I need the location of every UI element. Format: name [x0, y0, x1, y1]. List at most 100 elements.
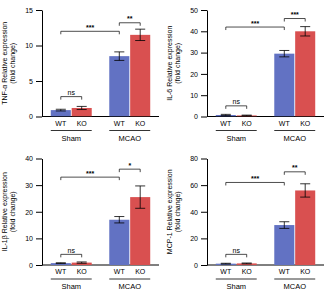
y-tick-label: 5 [29, 78, 33, 85]
error-bar-line [300, 27, 310, 36]
y-tick-label: 50 [190, 7, 198, 14]
y-tick-label: 10 [25, 42, 33, 49]
y-tick-mark [36, 265, 42, 266]
y-tick-label: 40 [190, 208, 198, 215]
y-tick-mark [201, 159, 207, 160]
y-tick: 40 [190, 208, 207, 215]
y-axis-line [42, 159, 43, 266]
error-bar-line [221, 114, 231, 115]
y-tick-label: 40 [25, 155, 33, 162]
group-label: MCAO [284, 282, 307, 291]
y-tick: 40 [25, 155, 42, 162]
error-bar-line [114, 52, 124, 61]
y-tick-label: 20 [25, 208, 33, 215]
x-tick-label: KO [77, 268, 88, 275]
y-axis-title-line: (fold change) [174, 43, 182, 84]
error-bar-line [135, 29, 145, 40]
error-bar [56, 109, 66, 111]
error-bar [114, 52, 124, 61]
y-tick-label: 40 [190, 28, 198, 35]
y-axis-title-line: MCP-1 Relative expression [166, 169, 174, 254]
group-line [51, 130, 92, 131]
y-tick-label: 10 [25, 235, 33, 242]
x-tick-label: KO [135, 120, 146, 127]
error-bar-line [221, 263, 231, 265]
y-tick-label: 80 [190, 155, 198, 162]
significance-bracket [226, 254, 247, 257]
group-label: MCAO [119, 282, 142, 291]
y-axis-title-line: (fold change) [9, 43, 17, 84]
error-bar-line [77, 262, 87, 263]
panel: 051015ns*****WTKOWTKOShamMCAOTNF-α Relat… [1, 7, 159, 143]
y-tick-label: 0 [194, 113, 198, 120]
y-axis-line [42, 11, 43, 118]
significance-label: ns [233, 247, 241, 254]
bar [109, 56, 129, 116]
error-bar-line [279, 222, 289, 229]
x-tick-label: KO [242, 120, 253, 127]
significance-label: *** [86, 24, 94, 31]
x-tick-label: KO [135, 268, 146, 275]
bar [72, 263, 92, 265]
y-tick: 10 [25, 235, 42, 242]
significance-bracket [226, 27, 285, 30]
group-line [109, 279, 150, 280]
y-tick: 60 [190, 182, 207, 189]
x-tick-label: WT [55, 120, 67, 127]
y-tick-label: 60 [190, 182, 198, 189]
y-tick: 30 [25, 182, 42, 189]
significance-bracket [61, 97, 82, 100]
y-tick-mark [36, 81, 42, 82]
group-line [274, 130, 315, 131]
y-tick-label: 0 [29, 113, 33, 120]
error-bar-line [56, 109, 66, 111]
y-tick: 20 [25, 208, 42, 215]
bar [109, 220, 129, 265]
y-tick-mark [201, 74, 207, 75]
y-tick: 10 [190, 92, 207, 99]
x-tick-label: WT [279, 268, 291, 275]
y-tick: 80 [190, 155, 207, 162]
group-label: Sham [226, 134, 246, 143]
y-tick-mark [201, 185, 207, 186]
x-tick-label: WT [55, 268, 67, 275]
y-tick-mark [36, 10, 42, 11]
x-tick-label: KO [300, 120, 311, 127]
x-tick-label: KO [242, 268, 253, 275]
plot-area [51, 23, 150, 117]
y-tick: 30 [190, 49, 207, 56]
bar [216, 264, 236, 265]
error-bar [114, 217, 124, 223]
error-bar [221, 114, 231, 115]
y-tick-label: 0 [29, 262, 33, 269]
error-bar-line [242, 115, 252, 117]
y-axis-title: TNF-α Relative expression(fold change) [1, 22, 17, 105]
plot-area [216, 19, 315, 117]
y-tick: 10 [25, 42, 42, 49]
panel: 01020304050ns******WTKOWTKOShamMCAOIL-6 … [166, 7, 324, 143]
group-label: MCAO [119, 134, 142, 143]
significance-label: ns [233, 98, 241, 105]
panel: 020406080ns*****WTKOWTKOShamMCAOMCP-1 Re… [166, 155, 324, 291]
group-label: MCAO [284, 134, 307, 143]
significance-bracket [61, 31, 120, 34]
y-tick: 5 [29, 78, 42, 85]
y-tick: 0 [194, 262, 207, 269]
error-bar [300, 27, 310, 36]
x-tick-label: WT [114, 268, 126, 275]
y-tick-mark [201, 265, 207, 266]
y-axis-title-line: (fold change) [9, 191, 17, 232]
error-bar [242, 263, 252, 265]
error-bar [279, 222, 289, 229]
error-bar [300, 184, 310, 197]
bar [51, 110, 71, 116]
error-bar [135, 29, 145, 40]
x-tick-label: WT [220, 120, 232, 127]
bar [274, 225, 294, 265]
significance-label: *** [251, 20, 259, 27]
y-tick-mark [36, 238, 42, 239]
y-tick: 15 [25, 7, 42, 14]
y-axis-title: IL-1β Relative expression(fold change) [1, 172, 17, 251]
error-bar [242, 115, 252, 117]
significance-label: *** [251, 175, 259, 182]
